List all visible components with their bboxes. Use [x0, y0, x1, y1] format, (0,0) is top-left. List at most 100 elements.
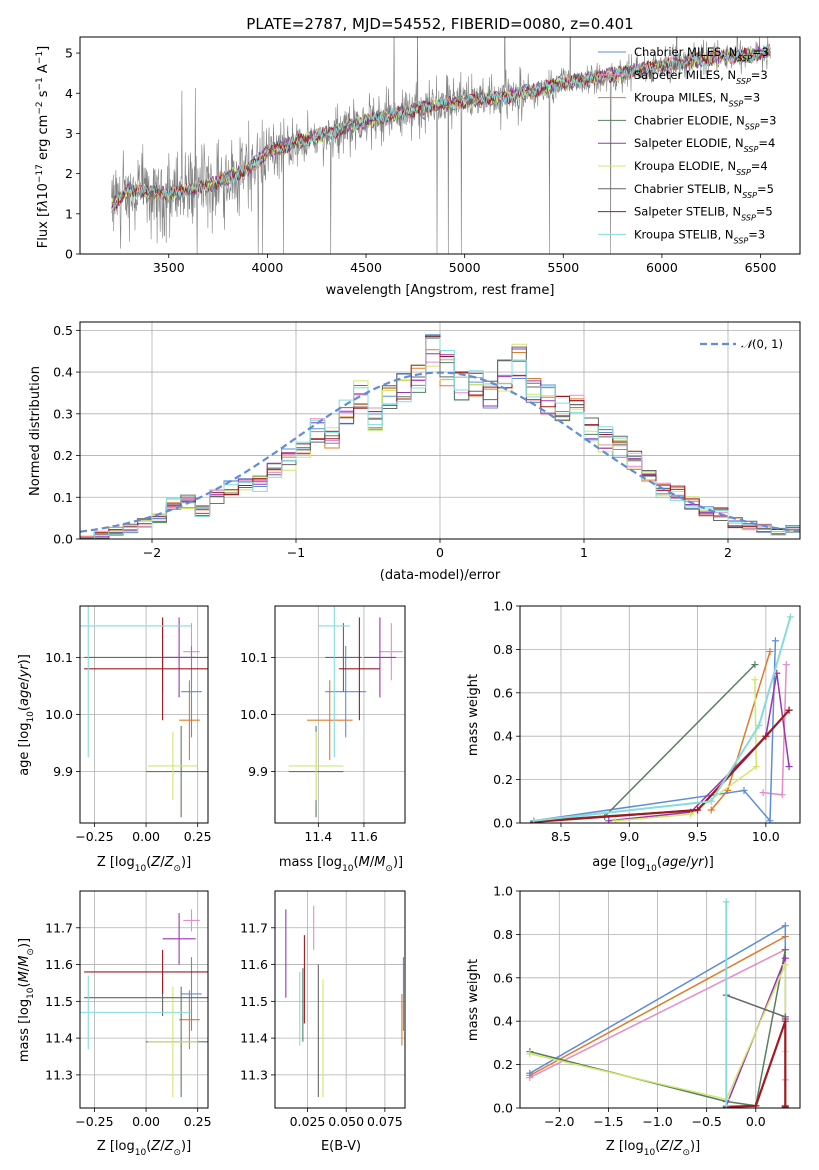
xtick-label: 10.0	[752, 829, 780, 844]
series-marker	[740, 786, 748, 794]
ylabel-massweight-vs-age: mass weight	[466, 674, 481, 756]
series-marker	[526, 1050, 534, 1058]
legend-label: Chabrier MILES, NSSP=3	[634, 45, 769, 63]
model-spectrum	[111, 47, 771, 212]
legend-residuals: 𝒩(0, 1)	[700, 337, 783, 351]
ytick-label: 10.1	[240, 650, 268, 665]
marks-age-vs-mass	[288, 606, 403, 818]
xtick-label: 0.025	[290, 1114, 326, 1129]
xlabel-age-vs-Z: Z [log10(Z/Z⊙)]	[97, 855, 191, 874]
panel-massweight-vs-Z: −2.0 −1.5 −1.0 −0.5 0.0 0.0 0.2 0.4 0.6 0.8 1.0 Z …	[466, 884, 801, 1158]
series-line	[615, 679, 758, 822]
series-line	[533, 616, 792, 822]
errorbar-point	[288, 731, 344, 801]
ylabel-mass-vs-Z: mass [log10(M/M⊙)]	[17, 938, 36, 1062]
errorbar-point	[148, 731, 198, 801]
ytick-label: 0.6	[493, 685, 513, 700]
xlabel-age-vs-mass: mass [log10(M/M⊙)]	[279, 855, 403, 874]
ytick-label: 0.1	[53, 490, 73, 505]
panel-mass-vs-ebv: 0.025 0.050 0.075 11.3 11.4 11.5 11.6 11.7 E(B-…	[240, 890, 406, 1154]
panel-age-vs-mass: 11.4 11.6 9.9 10.0 10.1 mass [log10(M/M⊙)]	[240, 605, 406, 874]
errorbar-point	[146, 725, 208, 818]
xtick-label: −2.0	[544, 1114, 574, 1129]
ticks-spectrum: 3500 4000 4500 5000 5500 6000 6500 0 1 2 3 4 5	[65, 46, 776, 275]
xtick-label: 0.25	[184, 829, 212, 844]
massweight-series	[612, 676, 760, 823]
ytick-label: 0.2	[493, 1057, 513, 1072]
xtick-label: 8.5	[551, 829, 571, 844]
series-marker	[530, 817, 538, 823]
panel-age-vs-Z: −0.25 0.00 0.25 9.9 10.0 10.1 Z [log10(Z/Z⊙)]…	[17, 605, 212, 874]
series-line	[529, 964, 787, 1101]
series-marker	[605, 817, 613, 823]
legend-label: Kroupa STELIB, NSSP=3	[634, 227, 765, 245]
series-marker	[752, 1102, 760, 1108]
ytick-label: 11.3	[45, 1067, 73, 1082]
series-marker	[778, 791, 786, 799]
ticks-massweight-vs-age: 8.5 9.0 9.5 10.0 0.0 0.2 0.4 0.6 0.8 1.0	[493, 599, 780, 845]
frame-spectrum	[79, 36, 801, 255]
series-marker	[781, 922, 789, 930]
xtick-label: 2	[724, 545, 732, 560]
ytick-label: 1.0	[493, 884, 513, 899]
ytick-label: 1.0	[493, 599, 513, 614]
ticks-residuals: −2 −1 0 1 2 0.0 0.1 0.2 0.3 0.4 0.5	[53, 323, 732, 560]
legend-normal-label: 𝒩(0, 1)	[741, 337, 783, 351]
xtick-label: 0.0	[746, 1114, 766, 1129]
ticks-massweight-vs-Z: −2.0 −1.5 −1.0 −0.5 0.0 0.0 0.2 0.4 0.6 0.8 1.0	[493, 884, 766, 1130]
xlabel-spectrum: wavelength [Angstrom, rest frame]	[326, 283, 555, 298]
legend-label: Kroupa ELODIE, NSSP=4	[634, 159, 768, 177]
errorbar-point	[80, 975, 192, 1050]
ylabel-spectrum: Flux [fλ10−17 erg cm−2 s−1 A−1]	[35, 46, 51, 248]
ytick-label: 2	[65, 166, 73, 181]
xtick-label: −2	[143, 545, 161, 560]
ytick-label: 5	[65, 46, 73, 61]
series-marker	[785, 763, 793, 771]
series-marker	[694, 806, 702, 814]
xtick-label: 4000	[251, 260, 283, 275]
ylabel-age-vs-Z: age [log10(age/yr)]	[17, 654, 36, 776]
marks-spectrum	[111, 37, 771, 254]
series-marker	[766, 817, 774, 823]
series-marker	[751, 661, 759, 669]
xtick-label: 4500	[350, 260, 382, 275]
xtick-label: 0.00	[132, 829, 160, 844]
grid-mass-vs-ebv	[275, 891, 405, 1108]
ytick-label: 10.0	[45, 707, 73, 722]
series-line	[529, 935, 786, 1077]
errorbar-point	[181, 957, 202, 1031]
ytick-label: 0.4	[53, 365, 73, 380]
series-marker	[782, 661, 790, 669]
ticks-age-vs-mass: 11.4 11.6 9.9 10.0 10.1	[240, 650, 378, 844]
errorbar-point	[363, 617, 396, 698]
errorbar-point	[181, 645, 202, 738]
legend-label: Salpeter STELIB, NSSP=5	[634, 205, 773, 223]
ytick-label: 0.0	[493, 816, 513, 831]
series-marker	[781, 961, 789, 969]
histogram-series	[80, 335, 800, 539]
ytick-label: 11.3	[240, 1067, 268, 1082]
massweight-series	[759, 661, 790, 799]
observed-spectrum	[111, 37, 771, 254]
ytick-label: 3	[65, 126, 73, 141]
xtick-label: 0.050	[328, 1114, 364, 1129]
errorbar-point	[338, 617, 380, 721]
series-marker	[707, 797, 715, 805]
series-marker	[785, 706, 793, 714]
ticks-mass-vs-ebv: 0.025 0.050 0.075 11.3 11.4 11.5 11.6 11.7	[240, 920, 403, 1129]
xtick-label: 6000	[646, 260, 678, 275]
series-marker	[752, 763, 760, 771]
series-marker	[766, 648, 774, 656]
ytick-label: 10.0	[240, 707, 268, 722]
ytick-label: 11.7	[45, 920, 73, 935]
series-marker	[771, 637, 779, 645]
xtick-label: 0.075	[367, 1114, 403, 1129]
panel-residuals: −2 −1 0 1 2 0.0 0.1 0.2 0.3 0.4 0.5 (data-model)/e…	[28, 321, 801, 583]
ytick-label: 11.5	[240, 994, 268, 1009]
xtick-label: −1	[287, 545, 305, 560]
errorbar-point	[148, 986, 198, 1097]
ytick-label: 11.4	[240, 1031, 268, 1046]
normal-curve	[80, 371, 800, 533]
xlabel-residuals: (data-model)/error	[380, 568, 501, 583]
